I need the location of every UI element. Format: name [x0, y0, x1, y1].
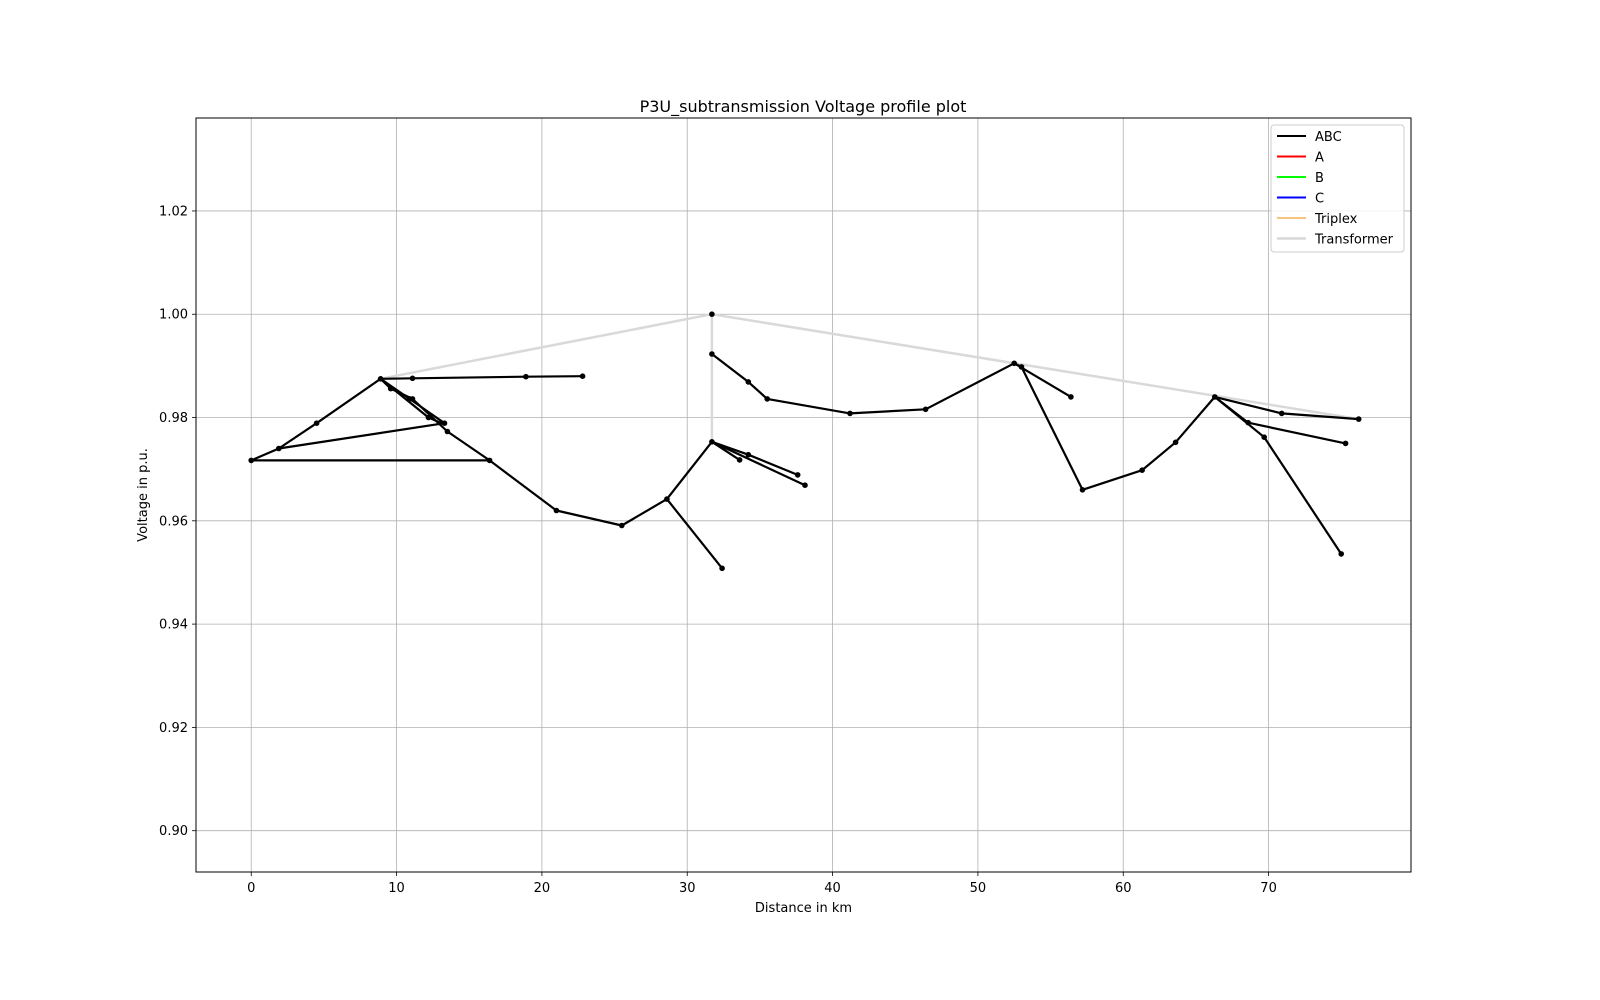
bus-point [1245, 419, 1251, 426]
bus-point [1068, 394, 1074, 400]
x-tick-label: 70 [1260, 881, 1277, 896]
bus-point [523, 373, 529, 380]
grid-lines [196, 118, 1411, 872]
y-tick-label: 1.00 [159, 308, 188, 323]
x-tick-label: 0 [247, 881, 255, 896]
legend-label: Transformer [1314, 233, 1394, 248]
bus-point [1079, 487, 1086, 493]
abc-line [666, 498, 723, 569]
legend-label: B [1315, 171, 1324, 186]
bus-point [847, 410, 853, 417]
bus-point [425, 414, 432, 421]
bus-point [664, 496, 670, 502]
bus-point [1261, 434, 1267, 441]
bus-points [248, 311, 1362, 572]
bus-point [736, 457, 743, 463]
bus-point [313, 420, 320, 427]
abc-line [251, 440, 741, 527]
bus-point [387, 385, 394, 392]
bus-point [579, 373, 586, 380]
y-tick-label: 1.02 [159, 204, 188, 219]
transformer-line [380, 312, 713, 381]
plot-area-frame [195, 117, 1412, 873]
bus-point [441, 420, 448, 427]
legend-label: A [1315, 151, 1324, 166]
x-tick-label: 20 [534, 881, 551, 896]
x-tick-label: 40 [824, 881, 841, 896]
bus-point [709, 351, 715, 357]
bus-point [922, 406, 929, 413]
y-axis-label: Voltage in p.u. [136, 448, 151, 542]
axis-ticks: 0 10 20 30 40 50 60 70 0.90 0.92 0.94 0.96 0.98 1.00 1… [159, 204, 1277, 896]
legend-label: ABC [1315, 130, 1342, 145]
bus-point [1278, 410, 1285, 417]
bus-point [619, 522, 625, 529]
bus-point [409, 396, 416, 402]
x-tick-label: 50 [970, 881, 987, 896]
bus-point [276, 445, 282, 452]
abc-line [278, 422, 445, 450]
transformer-line [711, 312, 1359, 421]
chart-title: P3U_subtransmission Voltage profile plot [640, 97, 967, 117]
bus-point [1018, 364, 1025, 370]
bus-point [377, 376, 384, 382]
x-tick-label: 30 [679, 881, 696, 896]
abc-line [1214, 396, 1346, 445]
bus-point [1355, 416, 1362, 422]
bus-point [709, 439, 715, 445]
y-tick-label: 0.98 [159, 411, 188, 426]
bus-point [1139, 467, 1145, 474]
transformer-series [380, 312, 1359, 442]
x-tick-label: 10 [388, 881, 405, 896]
bus-point [802, 482, 808, 489]
y-tick-label: 0.90 [159, 824, 188, 839]
legend-label: C [1315, 192, 1324, 207]
abc-line [250, 375, 583, 462]
bus-point [745, 379, 752, 385]
abc-line [1013, 362, 1359, 491]
legend-label: Triplex [1314, 212, 1358, 227]
bus-point [486, 457, 493, 464]
bus-point [719, 565, 725, 572]
abc-line [1214, 396, 1343, 555]
y-tick-label: 0.94 [159, 618, 188, 633]
y-tick-label: 0.92 [159, 721, 188, 736]
bus-point [444, 428, 451, 435]
bus-point [794, 472, 801, 478]
abc-series [250, 353, 1359, 569]
bus-point [1011, 360, 1017, 367]
x-axis-label: Distance in km [755, 901, 852, 916]
bus-point [745, 451, 752, 458]
legend: ABC ABC Triplex Transformer [1270, 124, 1405, 253]
bus-point [409, 375, 416, 382]
bus-point [764, 396, 770, 402]
bus-point [553, 507, 560, 514]
bus-point [1172, 439, 1179, 446]
x-tick-label: 60 [1115, 881, 1132, 896]
abc-line [711, 440, 806, 487]
bus-point [1342, 440, 1349, 447]
bus-point [248, 457, 254, 464]
y-tick-label: 0.96 [159, 514, 188, 529]
bus-point [1212, 394, 1218, 400]
bus-point [709, 311, 715, 318]
bus-point [1338, 551, 1344, 557]
